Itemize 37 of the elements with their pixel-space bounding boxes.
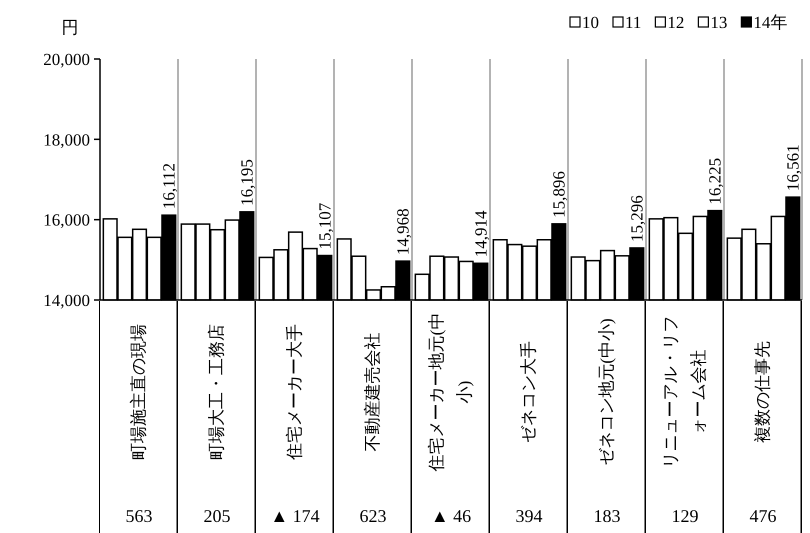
x-tick-label: 不動産建売会社 [362,332,383,454]
y-axis-title: 円 [62,18,78,37]
text: 563 [126,506,152,526]
data-label: 16,561 [783,144,802,192]
x-tick-label: 住宅メーカー地元(中小) [426,312,475,474]
text: 394 [516,506,542,526]
text: ▲ 174 [270,506,320,526]
x-tick-label: リニューアル・リフォーム会社 [660,314,709,470]
legend-label: 14年 [753,13,788,32]
x-tick-label: 住宅メーカー大手 [284,323,305,462]
y-tick-label: 16,000 [43,210,90,230]
legend-label: 11 [625,13,642,32]
y-tick-label: 20,000 [43,50,90,69]
data-label: 14,914 [471,210,490,258]
legend-label: 13 [710,13,728,32]
text: 129 [672,506,698,526]
data-label: 15,296 [627,195,646,242]
y-tick-label: 18,000 [43,130,90,150]
data-label: 15,107 [315,202,334,250]
y-tick-label: 14,000 [43,291,90,310]
text: 476 [750,506,776,526]
text: 183 [594,506,620,526]
text: 623 [360,506,386,526]
data-label: 15,896 [549,171,568,218]
text: ▲ 46 [430,506,472,526]
text: 205 [204,506,230,526]
x-tick-label: 町場施主直の現場 [128,323,149,462]
data-label: 16,225 [705,158,724,205]
legend-label: 12 [667,13,684,32]
data-label: 14,968 [393,208,412,256]
data-label: 16,195 [237,159,256,206]
data-label: 16,112 [159,163,178,210]
x-tick-label: 複数の仕事先 [752,340,773,445]
legend-label: 10 [582,13,599,32]
x-tick-label: 町場大工・工務店 [206,323,227,462]
x-tick-label: ゼネコン地元(中小) [596,317,617,468]
x-tick-label: ゼネコン大手 [518,340,539,445]
